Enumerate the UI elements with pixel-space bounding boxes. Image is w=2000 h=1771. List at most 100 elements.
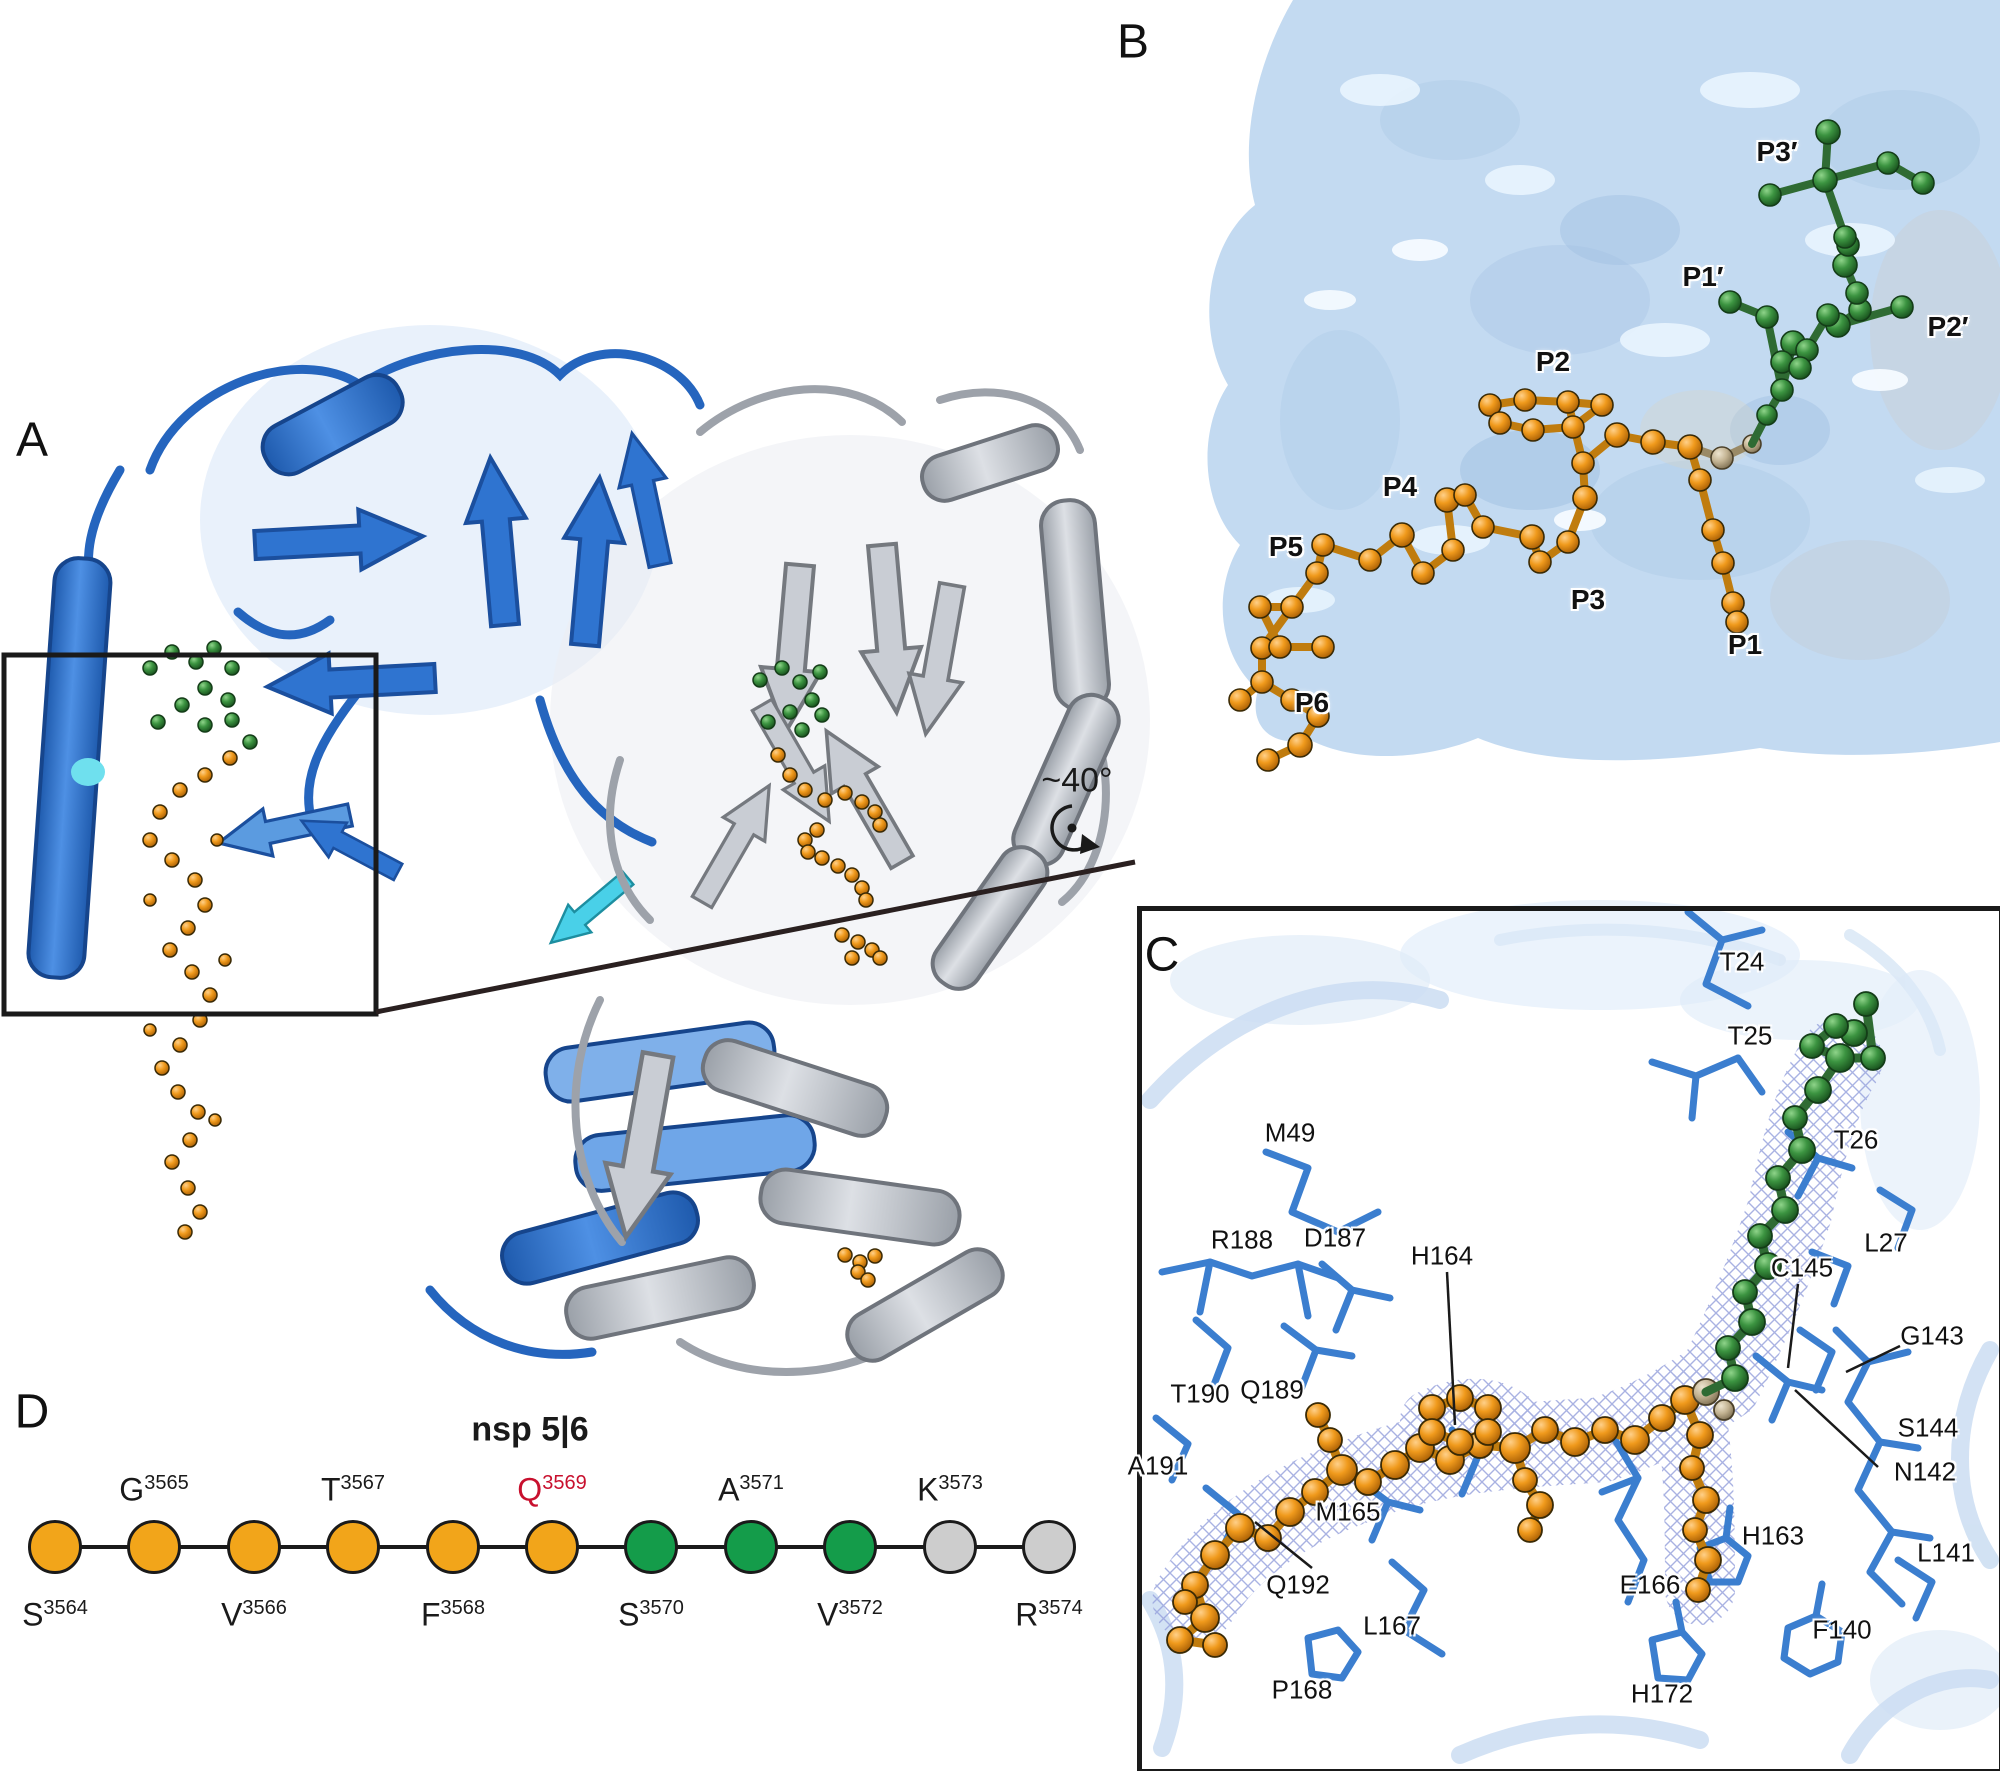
residue-label-c145: C145 — [1770, 1252, 1834, 1283]
panel-d-label: D — [14, 1385, 50, 1439]
residue-number: 3573 — [938, 1471, 983, 1494]
residue-letter: G — [119, 1471, 145, 1508]
residue-tag-f3568: F3568 — [421, 1597, 485, 1634]
residue-letter: F — [420, 1596, 441, 1633]
subsite-label-p2: P2 — [1535, 346, 1571, 377]
inset-box — [1, 652, 379, 1017]
residue-label-a191: A191 — [1127, 1450, 1189, 1481]
panel-c-art — [1141, 900, 2000, 1764]
residue-label-l141: L141 — [1917, 1537, 1975, 1568]
panel-a-ligand-right — [752, 660, 888, 1288]
residue-node-g3565 — [127, 1520, 181, 1574]
subsite-label-p3: P3 — [1570, 584, 1606, 615]
panel-c-substrate-green — [1701, 991, 1886, 1397]
panel-a-ligand-left — [142, 640, 258, 1240]
residue-letter: S — [22, 1596, 44, 1633]
residue-letter: K — [917, 1471, 939, 1508]
residue-node-a3571 — [724, 1520, 778, 1574]
residue-number: 3564 — [43, 1596, 88, 1619]
residue-tag-v3566: V3566 — [221, 1597, 287, 1634]
residue-label-e166: E166 — [1619, 1569, 1681, 1600]
residue-label-r188: R188 — [1210, 1224, 1274, 1255]
residue-letter: V — [817, 1596, 839, 1633]
panel-a-cartoon — [1, 325, 1150, 1376]
residue-label-m49: M49 — [1264, 1117, 1316, 1148]
gray-helices — [564, 423, 1121, 1363]
residue-tag-g3565: G3565 — [119, 1472, 188, 1509]
residue-label-t26: T26 — [1833, 1124, 1879, 1155]
subsite-label-p5: P5 — [1268, 531, 1304, 562]
leader-lines — [1254, 1271, 1901, 1569]
residue-node-v3566 — [227, 1520, 281, 1574]
subsite-label-p4: P4 — [1382, 471, 1418, 502]
residue-number: 3574 — [1038, 1596, 1083, 1619]
cyan-highlight — [71, 758, 105, 786]
residue-number: 3569 — [542, 1471, 587, 1494]
residue-node-k3573 — [923, 1520, 977, 1574]
residue-label-m165: M165 — [1315, 1496, 1381, 1527]
panel-b-surface — [1207, 0, 2000, 772]
residue-tag-t3567: T3567 — [321, 1472, 385, 1509]
panel-b-label: B — [1116, 15, 1150, 69]
subsite-label-p2-prime: P2′ — [1927, 311, 1969, 342]
residue-number: 3571 — [739, 1471, 784, 1494]
subsite-label-p1: P1 — [1727, 629, 1763, 660]
residue-label-s144: S144 — [1897, 1412, 1959, 1443]
residue-label-l27: L27 — [1864, 1227, 1908, 1258]
residue-label-h172: H172 — [1630, 1678, 1694, 1709]
residue-letter: R — [1015, 1596, 1039, 1633]
residue-label-d187: D187 — [1303, 1222, 1367, 1253]
residue-tag-k3573: K3573 — [917, 1472, 983, 1509]
residue-tag-s3564: S3564 — [22, 1597, 88, 1634]
residue-node-r3574 — [1022, 1520, 1076, 1574]
residue-letter: T — [320, 1471, 341, 1508]
residue-letter: V — [221, 1596, 243, 1633]
residue-node-f3568 — [426, 1520, 480, 1574]
residue-letter: A — [718, 1471, 740, 1508]
panel-c-label: C — [1144, 928, 1180, 982]
residue-label-t25: T25 — [1727, 1020, 1773, 1051]
panel-a-label: A — [15, 413, 49, 467]
residue-label-t190: T190 — [1170, 1378, 1230, 1409]
panel-c-substrate-orange — [1166, 1378, 1735, 1658]
residue-node-q3569 — [525, 1520, 579, 1574]
residue-label-n142: N142 — [1893, 1456, 1957, 1487]
residue-tag-q3569-highlighted: Q3569 — [517, 1472, 586, 1509]
residue-number: 3567 — [340, 1471, 386, 1494]
residue-label-h164: H164 — [1410, 1240, 1474, 1271]
residue-number: 3570 — [639, 1596, 684, 1619]
residue-label-q189: Q189 — [1240, 1374, 1304, 1405]
rotation-arrow-icon — [1050, 804, 1100, 854]
residue-tag-s3570: S3570 — [618, 1597, 684, 1634]
residue-tag-r3574: R3574 — [1015, 1597, 1083, 1634]
residue-sticks — [1152, 908, 1936, 1684]
panel-b-substrate-orange — [1228, 388, 1762, 772]
residue-letter: Q — [517, 1471, 543, 1508]
residue-tag-v3572: V3572 — [817, 1597, 883, 1634]
subsite-label-p3-prime: P3′ — [1756, 136, 1798, 167]
subsite-label-p1-prime: P1′ — [1682, 261, 1724, 292]
residue-number: 3568 — [440, 1596, 486, 1619]
residue-label-l167: L167 — [1363, 1610, 1421, 1641]
residue-node-t3567 — [326, 1520, 380, 1574]
residue-tag-a3571: A3571 — [718, 1472, 784, 1509]
residue-node-s3564 — [28, 1520, 82, 1574]
subsite-label-p6: P6 — [1294, 687, 1330, 718]
panel-d-title: nsp 5|6 — [471, 1410, 589, 1449]
panel-b-substrate-green — [1718, 119, 1935, 448]
residue-label-p168: P168 — [1271, 1674, 1333, 1705]
rotation-angle-label: ~40° — [1041, 761, 1113, 800]
residue-label-t24: T24 — [1719, 946, 1765, 977]
residue-node-v3572 — [823, 1520, 877, 1574]
residue-number: 3565 — [144, 1471, 189, 1494]
panel-c-background — [1141, 900, 2000, 1764]
residue-node-s3570 — [624, 1520, 678, 1574]
residue-number: 3566 — [242, 1596, 287, 1619]
residue-label-h163: H163 — [1741, 1520, 1805, 1551]
inset-connector-line — [375, 859, 1136, 1015]
residue-label-f140: F140 — [1812, 1614, 1872, 1645]
residue-label-q192: Q192 — [1266, 1569, 1330, 1600]
residue-label-g143: G143 — [1900, 1320, 1964, 1351]
